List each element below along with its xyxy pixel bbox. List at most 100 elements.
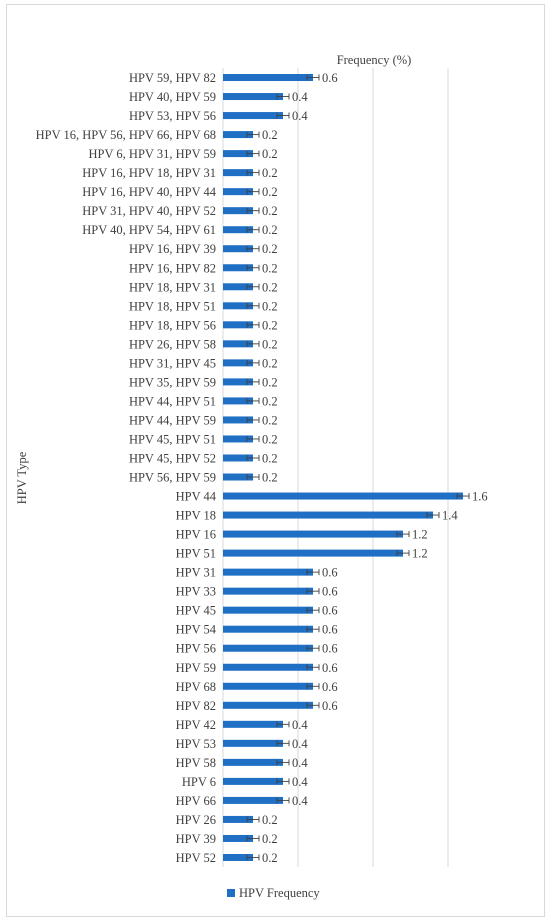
- error-bar: [246, 474, 260, 481]
- error-bar: [246, 397, 260, 404]
- y-axis-title: HPV Type: [15, 451, 29, 504]
- bar: [223, 93, 283, 101]
- bars: [223, 74, 463, 861]
- bar: [223, 188, 253, 196]
- bar: [223, 397, 253, 405]
- error-bar: [396, 550, 410, 557]
- error-bar: [246, 188, 260, 195]
- error-bar: [246, 226, 260, 233]
- error-bar: [246, 131, 260, 138]
- value-label: 0.4: [292, 109, 308, 123]
- category-label: HPV 52: [176, 851, 216, 865]
- category-label: HPV 35, HPV 59: [129, 375, 216, 389]
- value-label: 0.6: [322, 699, 338, 713]
- value-label: 0.2: [262, 204, 278, 218]
- bar: [223, 720, 283, 728]
- value-label: 0.6: [322, 585, 338, 599]
- bar: [223, 682, 313, 690]
- value-label: 0.6: [322, 566, 338, 580]
- category-label: HPV 58: [176, 756, 216, 770]
- value-label: 0.4: [292, 794, 308, 808]
- bar: [223, 112, 283, 120]
- category-label: HPV 31: [176, 566, 216, 580]
- value-label: 0.2: [262, 147, 278, 161]
- error-bar: [306, 588, 320, 595]
- bar: [223, 74, 313, 82]
- category-label: HPV 45, HPV 51: [129, 432, 216, 446]
- bar: [223, 264, 253, 272]
- category-labels: HPV 59, HPV 82 HPV 40, HPV 59 HPV 53, HPV …: [36, 71, 217, 865]
- legend: HPV Frequency: [227, 886, 320, 900]
- category-label: HPV 56, HPV 59: [129, 471, 216, 485]
- error-bar: [246, 454, 260, 461]
- value-label: 1.2: [412, 547, 428, 561]
- bar: [223, 777, 283, 785]
- value-label: 0.4: [292, 718, 308, 732]
- category-label: HPV 6, HPV 31, HPV 59: [89, 147, 216, 161]
- value-label: 0.2: [262, 299, 278, 313]
- error-bar: [276, 112, 290, 119]
- error-bar: [306, 683, 320, 690]
- value-label: 0.2: [262, 318, 278, 332]
- error-bar: [246, 435, 260, 442]
- error-bar: [246, 169, 260, 176]
- category-label: HPV 18: [176, 509, 216, 523]
- value-label: 0.2: [262, 832, 278, 846]
- value-label: 0.2: [262, 337, 278, 351]
- error-bar: [426, 512, 440, 519]
- category-label: HPV 16, HPV 18, HPV 31: [82, 166, 216, 180]
- category-label: HPV 18, HPV 56: [129, 318, 216, 332]
- error-bar: [276, 93, 290, 100]
- value-label: 0.4: [292, 90, 308, 104]
- value-label: 0.6: [322, 642, 338, 656]
- category-label: HPV 26, HPV 58: [129, 337, 216, 351]
- error-bar: [246, 359, 260, 366]
- bar: [223, 378, 253, 386]
- bar: [223, 169, 253, 177]
- category-label: HPV 68: [176, 680, 216, 694]
- gridlines: [222, 68, 449, 867]
- bar: [223, 340, 253, 348]
- value-label: 0.2: [262, 375, 278, 389]
- error-bar: [306, 664, 320, 671]
- bar: [223, 853, 253, 861]
- category-label: HPV 16: [176, 528, 216, 542]
- bar: [223, 435, 253, 443]
- error-bar: [246, 378, 260, 385]
- value-label: 0.4: [292, 756, 308, 770]
- x-axis-title: Frequency (%): [337, 53, 412, 67]
- bar: [223, 321, 253, 329]
- bar: [223, 473, 253, 481]
- category-label: HPV 16, HPV 39: [129, 242, 216, 256]
- category-label: HPV 45: [176, 604, 216, 618]
- error-bar: [276, 759, 290, 766]
- category-label: HPV 53: [176, 737, 216, 751]
- value-label: 0.2: [262, 261, 278, 275]
- category-label: HPV 16, HPV 56, HPV 66, HPV 68: [36, 128, 216, 142]
- category-label: HPV 54: [176, 623, 217, 637]
- bar: [223, 416, 253, 424]
- value-label: 1.4: [442, 509, 458, 523]
- bar: [223, 796, 283, 804]
- value-label: 0.2: [262, 128, 278, 142]
- category-label: HPV 26: [176, 813, 216, 827]
- value-label: 1.2: [412, 528, 428, 542]
- value-labels: 0.6 0.4 0.4 0.2 0.2 0.2 0.2 0.2 0.2 0.2 0.2 0.2 0.2 0…: [262, 71, 488, 865]
- bar: [223, 549, 403, 557]
- category-label: HPV 16, HPV 40, HPV 44: [82, 185, 216, 199]
- error-bar: [246, 150, 260, 157]
- value-label: 0.2: [262, 394, 278, 408]
- error-bar: [246, 854, 260, 861]
- bar: [223, 359, 253, 367]
- category-label: HPV 40, HPV 54, HPV 61: [82, 223, 216, 237]
- bar: [223, 587, 313, 595]
- value-label: 0.2: [262, 280, 278, 294]
- category-label: HPV 51: [176, 547, 216, 561]
- bar: [223, 492, 463, 500]
- error-bar: [306, 607, 320, 614]
- error-bar: [246, 340, 260, 347]
- bar: [223, 568, 313, 576]
- value-label: 0.2: [262, 223, 278, 237]
- error-bar: [306, 702, 320, 709]
- bar: [223, 701, 313, 709]
